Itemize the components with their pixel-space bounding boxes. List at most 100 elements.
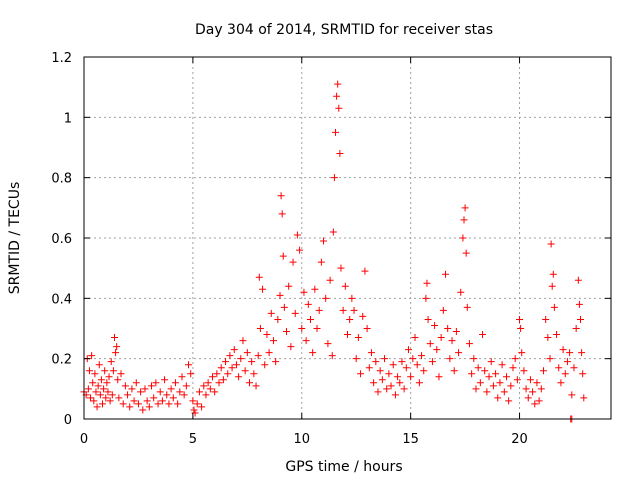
data-point: [452, 328, 460, 336]
data-point: [289, 258, 297, 266]
data-point: [121, 382, 129, 390]
data-point: [137, 388, 145, 396]
data-point: [97, 376, 105, 384]
data-point: [557, 379, 565, 387]
data-point: [335, 104, 343, 112]
data-point: [550, 303, 558, 311]
data-point: [492, 370, 500, 378]
y-tick-label: 0.6: [51, 232, 72, 247]
data-point: [418, 352, 426, 360]
data-point: [485, 373, 493, 381]
y-tick-label: 0.4: [51, 292, 72, 307]
data-point: [494, 394, 502, 402]
data-point: [426, 340, 434, 348]
data-point: [324, 340, 332, 348]
data-point: [302, 337, 310, 345]
data-point: [230, 346, 238, 354]
data-point: [200, 382, 208, 390]
x-tick-label: 15: [402, 432, 419, 447]
data-point: [182, 382, 190, 390]
data-point: [100, 385, 108, 393]
data-point: [206, 385, 214, 393]
x-tick-label: 0: [80, 432, 88, 447]
data-point: [559, 346, 567, 354]
data-point: [337, 264, 345, 272]
data-point: [502, 373, 510, 381]
data-point: [542, 315, 550, 323]
data-point: [531, 400, 539, 408]
data-point: [130, 397, 138, 405]
data-point: [578, 349, 586, 357]
data-point: [279, 252, 287, 260]
data-point: [352, 355, 360, 363]
data-point: [498, 361, 506, 369]
x-tick-label: 5: [189, 432, 197, 447]
data-point: [204, 379, 212, 387]
data-point: [105, 373, 113, 381]
data-point: [213, 370, 221, 378]
data-point: [411, 334, 419, 342]
data-point: [574, 276, 582, 284]
data-point: [341, 282, 349, 290]
data-point: [387, 382, 395, 390]
data-point: [87, 394, 95, 402]
data-point: [102, 394, 110, 402]
data-point: [529, 388, 537, 396]
data-point: [187, 370, 195, 378]
data-point: [402, 364, 410, 372]
data-point: [330, 174, 338, 182]
data-point: [235, 373, 243, 381]
data-point: [516, 315, 524, 323]
data-point: [546, 355, 554, 363]
data-point: [148, 382, 156, 390]
data-point: [577, 315, 585, 323]
data-point: [117, 370, 125, 378]
data-point: [226, 352, 234, 360]
data-point: [472, 385, 480, 393]
data-point: [139, 406, 147, 414]
data-point: [119, 400, 127, 408]
data-point: [547, 240, 555, 248]
data-point: [103, 379, 111, 387]
data-point: [311, 285, 319, 293]
data-point: [115, 394, 123, 402]
data-point: [195, 388, 203, 396]
data-point: [496, 379, 504, 387]
data-point: [85, 367, 93, 375]
data-point: [580, 394, 588, 402]
data-point: [277, 192, 285, 200]
x-axis-title: GPS time / hours: [285, 459, 402, 475]
data-point: [344, 331, 351, 339]
data-point: [215, 379, 223, 387]
data-point: [322, 294, 330, 302]
data-point: [481, 367, 489, 375]
data-point: [359, 312, 367, 320]
data-point: [398, 358, 406, 366]
data-point: [246, 379, 254, 387]
data-point: [167, 385, 175, 393]
data-point: [394, 373, 402, 381]
data-point: [276, 291, 284, 299]
axis-ticks: [83, 56, 611, 420]
data-point: [108, 391, 116, 399]
data-point: [154, 400, 162, 408]
data-point: [561, 370, 569, 378]
data-point: [99, 400, 107, 408]
data-point: [128, 385, 136, 393]
data-point: [269, 337, 277, 345]
data-point: [193, 400, 201, 408]
data-point: [460, 216, 468, 224]
plot-frame: [83, 56, 612, 420]
data-point: [334, 80, 342, 88]
data-point: [374, 388, 382, 396]
data-point: [228, 364, 236, 372]
data-point: [455, 349, 463, 357]
data-point: [211, 388, 219, 396]
data-point: [354, 334, 362, 342]
data-point: [145, 403, 153, 411]
data-point: [522, 385, 530, 393]
data-point: [572, 325, 580, 332]
data-point: [287, 343, 295, 351]
data-point: [450, 367, 458, 375]
